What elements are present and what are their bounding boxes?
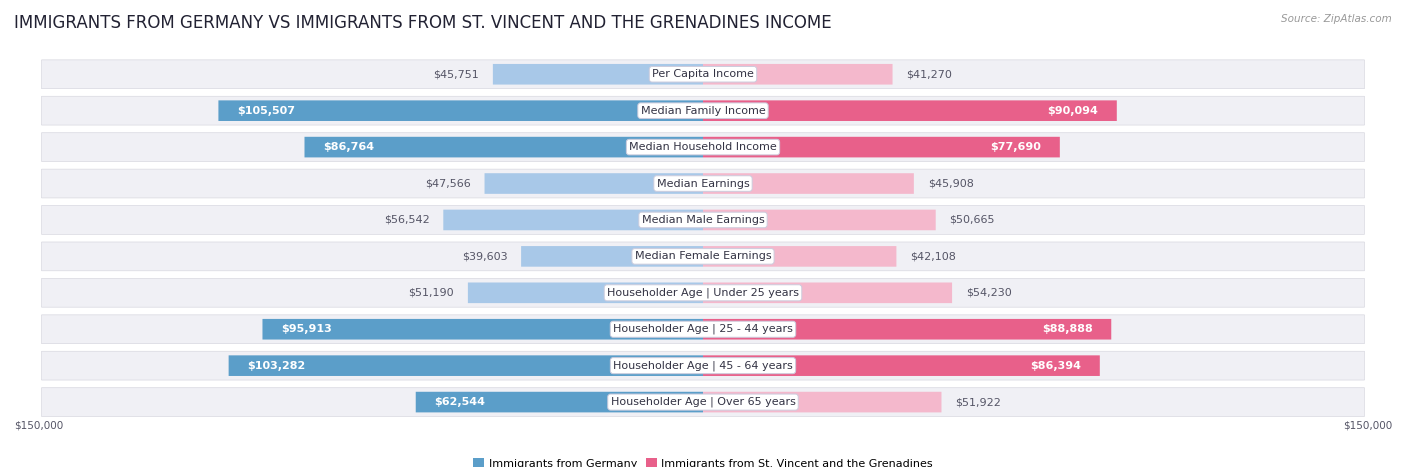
FancyBboxPatch shape <box>42 388 1364 417</box>
Text: $90,094: $90,094 <box>1047 106 1098 116</box>
Text: $41,270: $41,270 <box>907 69 952 79</box>
FancyBboxPatch shape <box>305 137 703 157</box>
FancyBboxPatch shape <box>485 173 703 194</box>
FancyBboxPatch shape <box>522 246 703 267</box>
FancyBboxPatch shape <box>703 355 1099 376</box>
FancyBboxPatch shape <box>229 355 703 376</box>
Text: $150,000: $150,000 <box>14 420 63 430</box>
Text: $86,394: $86,394 <box>1031 361 1081 371</box>
FancyBboxPatch shape <box>443 210 703 230</box>
FancyBboxPatch shape <box>42 278 1364 307</box>
Text: $51,190: $51,190 <box>409 288 454 298</box>
FancyBboxPatch shape <box>42 60 1364 89</box>
FancyBboxPatch shape <box>416 392 703 412</box>
Text: $86,764: $86,764 <box>323 142 374 152</box>
FancyBboxPatch shape <box>703 210 936 230</box>
FancyBboxPatch shape <box>42 133 1364 162</box>
Text: $50,665: $50,665 <box>949 215 995 225</box>
Text: $95,913: $95,913 <box>281 324 332 334</box>
FancyBboxPatch shape <box>42 351 1364 380</box>
Text: $62,544: $62,544 <box>434 397 485 407</box>
Text: $54,230: $54,230 <box>966 288 1011 298</box>
Text: Householder Age | 45 - 64 years: Householder Age | 45 - 64 years <box>613 361 793 371</box>
Text: Median Earnings: Median Earnings <box>657 178 749 189</box>
Text: $47,566: $47,566 <box>425 178 471 189</box>
Text: Householder Age | Over 65 years: Householder Age | Over 65 years <box>610 397 796 407</box>
Text: Per Capita Income: Per Capita Income <box>652 69 754 79</box>
FancyBboxPatch shape <box>42 205 1364 234</box>
Text: Source: ZipAtlas.com: Source: ZipAtlas.com <box>1281 14 1392 24</box>
Text: $103,282: $103,282 <box>247 361 305 371</box>
FancyBboxPatch shape <box>703 246 897 267</box>
Text: Householder Age | 25 - 44 years: Householder Age | 25 - 44 years <box>613 324 793 334</box>
Text: $56,542: $56,542 <box>384 215 429 225</box>
FancyBboxPatch shape <box>468 283 703 303</box>
Text: Median Household Income: Median Household Income <box>628 142 778 152</box>
FancyBboxPatch shape <box>42 169 1364 198</box>
Text: IMMIGRANTS FROM GERMANY VS IMMIGRANTS FROM ST. VINCENT AND THE GRENADINES INCOME: IMMIGRANTS FROM GERMANY VS IMMIGRANTS FR… <box>14 14 832 32</box>
Legend: Immigrants from Germany, Immigrants from St. Vincent and the Grenadines: Immigrants from Germany, Immigrants from… <box>468 454 938 467</box>
FancyBboxPatch shape <box>42 315 1364 344</box>
Text: $77,690: $77,690 <box>991 142 1042 152</box>
FancyBboxPatch shape <box>494 64 703 85</box>
Text: $88,888: $88,888 <box>1042 324 1092 334</box>
FancyBboxPatch shape <box>263 319 703 340</box>
FancyBboxPatch shape <box>42 242 1364 271</box>
Text: $45,908: $45,908 <box>928 178 973 189</box>
Text: $150,000: $150,000 <box>1343 420 1392 430</box>
Text: $45,751: $45,751 <box>433 69 479 79</box>
Text: Householder Age | Under 25 years: Householder Age | Under 25 years <box>607 288 799 298</box>
FancyBboxPatch shape <box>218 100 703 121</box>
FancyBboxPatch shape <box>703 173 914 194</box>
FancyBboxPatch shape <box>703 137 1060 157</box>
Text: Median Female Earnings: Median Female Earnings <box>634 251 772 262</box>
Text: $39,603: $39,603 <box>461 251 508 262</box>
FancyBboxPatch shape <box>703 319 1111 340</box>
FancyBboxPatch shape <box>703 64 893 85</box>
Text: $51,922: $51,922 <box>955 397 1001 407</box>
FancyBboxPatch shape <box>703 100 1116 121</box>
FancyBboxPatch shape <box>703 392 942 412</box>
Text: Median Male Earnings: Median Male Earnings <box>641 215 765 225</box>
Text: $42,108: $42,108 <box>910 251 956 262</box>
Text: Median Family Income: Median Family Income <box>641 106 765 116</box>
FancyBboxPatch shape <box>703 283 952 303</box>
FancyBboxPatch shape <box>42 96 1364 125</box>
Text: $105,507: $105,507 <box>236 106 295 116</box>
